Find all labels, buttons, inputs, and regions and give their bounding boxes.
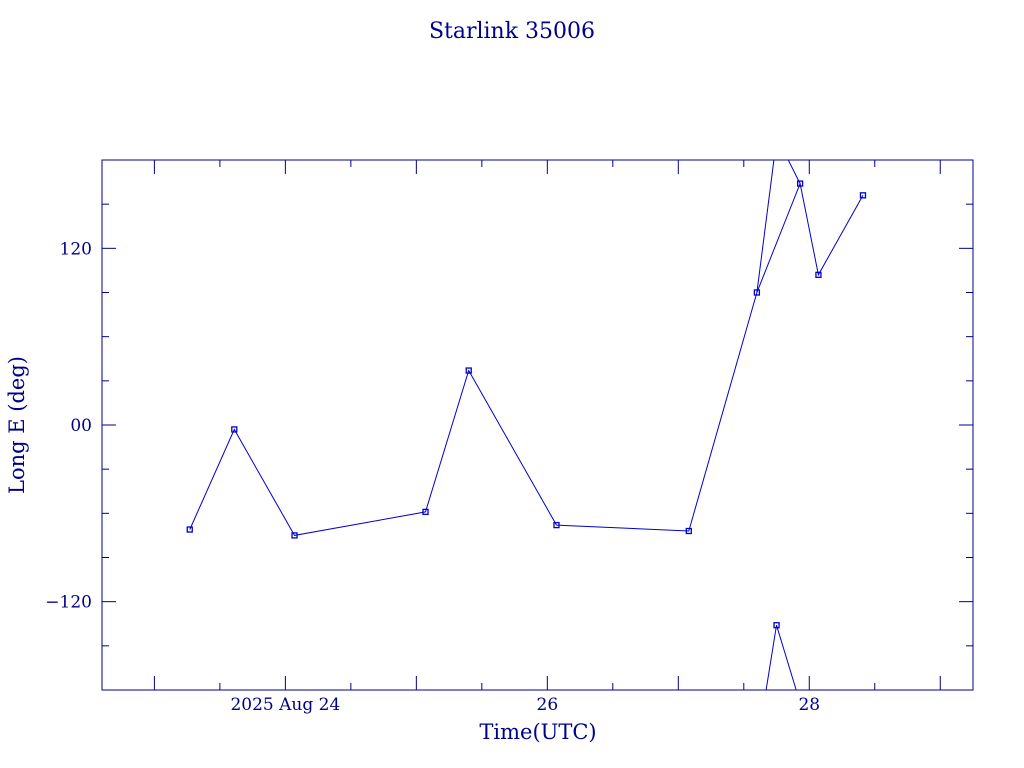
series-line [189, 181, 864, 536]
data-point [859, 192, 867, 199]
data-point [291, 532, 298, 539]
x-axis-label: Time(UTC) [479, 720, 596, 744]
data-point [422, 508, 429, 516]
series-line [787, 160, 801, 184]
axis-ticks: 2025 Aug 24 26 28 120 00 −120 [45, 160, 973, 715]
plot-frame [101, 159, 974, 691]
data-point [685, 527, 692, 535]
series-line [765, 625, 797, 690]
data-point [815, 271, 822, 278]
data-point [796, 180, 804, 187]
y-axis-label: Long E (deg) [5, 356, 29, 494]
data-point [186, 526, 193, 533]
x-tick-label: 28 [798, 695, 820, 715]
data-point [231, 426, 238, 433]
data-point [773, 622, 780, 629]
y-tick-label: 120 [60, 239, 92, 259]
y-tick-label: 00 [70, 416, 92, 436]
y-tick-label: −120 [45, 593, 92, 613]
series-group [186, 160, 867, 690]
data-point [465, 367, 472, 374]
series-line [756, 160, 775, 293]
chart-title: Starlink 35006 [429, 19, 595, 44]
data-point [553, 521, 560, 529]
x-tick-label: 2025 Aug 24 [230, 695, 340, 715]
x-tick-label: 26 [537, 695, 559, 715]
